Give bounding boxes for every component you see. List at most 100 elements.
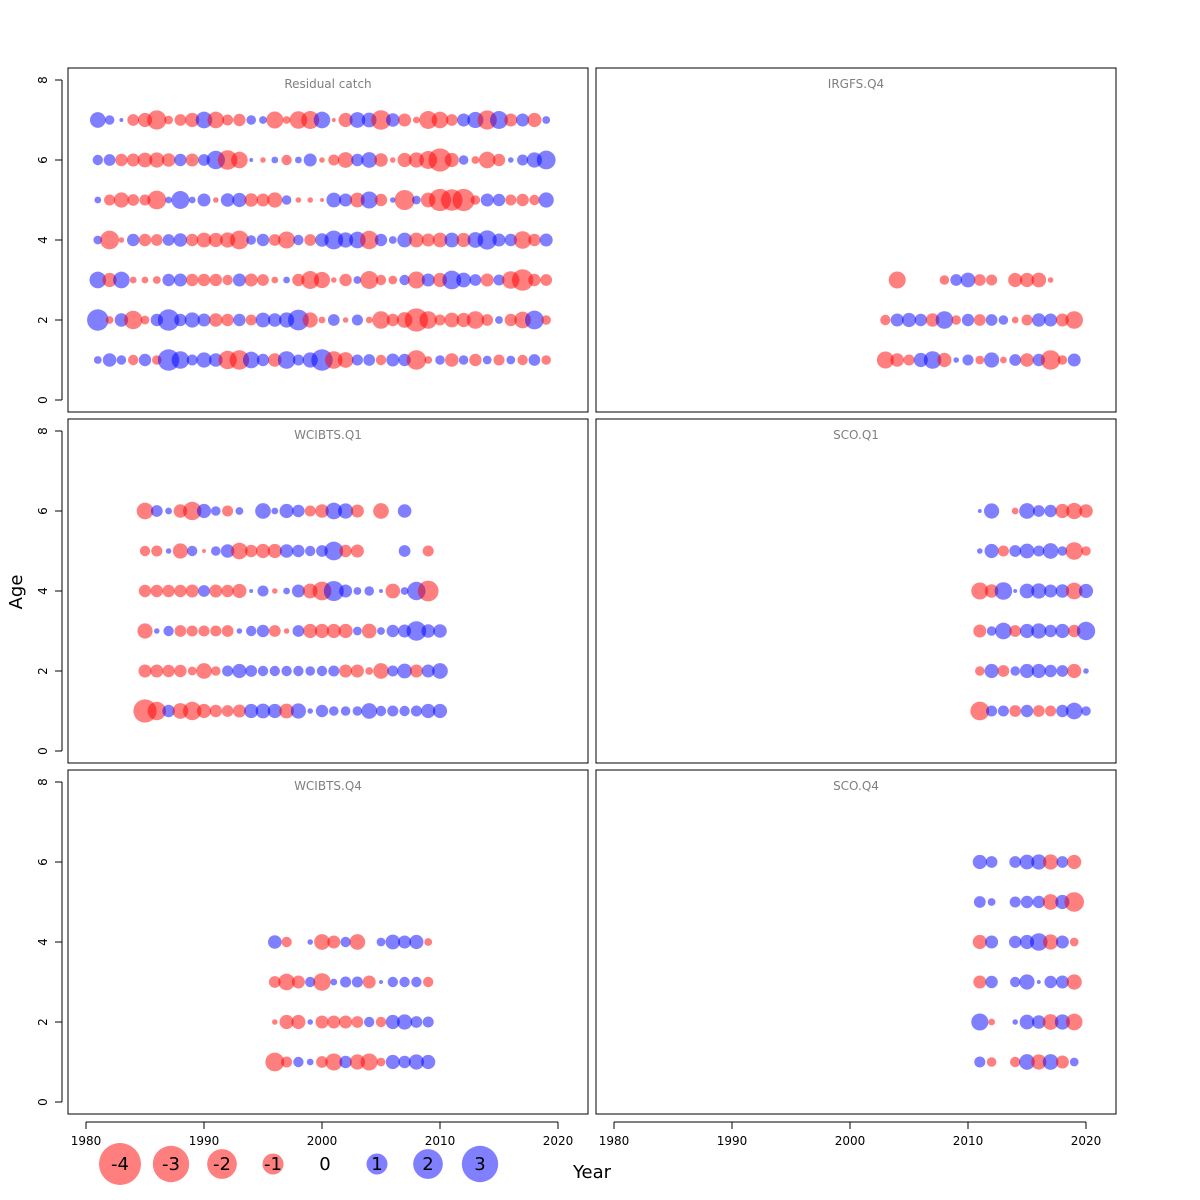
- residual-bubble: [493, 274, 505, 286]
- residual-bubble: [985, 314, 998, 326]
- residual-bubble: [232, 663, 247, 679]
- residual-bubble: [399, 976, 410, 988]
- residual-bubble: [268, 234, 281, 246]
- residual-bubble: [249, 158, 254, 162]
- residual-bubble: [231, 542, 248, 560]
- residual-bubble: [876, 351, 894, 369]
- residual-bubble: [279, 544, 294, 558]
- residual-bubble: [1057, 546, 1068, 556]
- residual-bubble: [279, 703, 294, 719]
- residual-bubble: [163, 625, 174, 637]
- residual-bubble: [267, 192, 283, 208]
- y-tick-label: 2: [36, 316, 50, 324]
- residual-bubble: [211, 506, 221, 516]
- residual-bubble: [292, 273, 305, 287]
- residual-bubble: [340, 936, 351, 948]
- residual-bubble: [113, 192, 129, 208]
- residual-bubble: [1013, 589, 1018, 593]
- residual-bubble: [1011, 507, 1019, 515]
- residual-bubble: [492, 193, 506, 207]
- residual-bubble: [278, 231, 296, 249]
- residual-bubble: [342, 317, 349, 323]
- y-axis: 0 2 4 6 8: [36, 76, 63, 404]
- residual-bubble: [1045, 705, 1057, 717]
- residual-bubble: [197, 273, 211, 287]
- residual-bubble: [351, 976, 363, 988]
- residual-bubble: [362, 975, 376, 989]
- residual-bubble: [1055, 935, 1069, 949]
- residual-bubble: [971, 582, 989, 600]
- residual-bubble: [245, 314, 257, 326]
- residual-bubble: [350, 664, 364, 678]
- residual-bubble: [328, 154, 340, 166]
- residual-bubble: [323, 581, 344, 601]
- residual-bubble: [339, 584, 353, 598]
- residual-bubble: [255, 703, 271, 719]
- residual-bubble: [1055, 975, 1069, 989]
- residual-bubble: [198, 585, 210, 597]
- residual-bubble: [325, 351, 343, 369]
- residual-bubble: [1036, 980, 1041, 984]
- residual-bubble: [1044, 975, 1057, 989]
- residual-bubble: [469, 353, 482, 367]
- residual-bubble: [244, 703, 259, 719]
- residual-bubble: [1044, 664, 1057, 678]
- residual-bubble: [104, 115, 115, 125]
- residual-bubble: [480, 273, 494, 287]
- residual-bubble: [185, 112, 200, 128]
- panel-border: [595, 769, 1117, 1115]
- residual-bubble: [221, 625, 234, 637]
- residual-bubble: [127, 194, 140, 206]
- legend-label: 3: [474, 1154, 485, 1175]
- residual-bubble: [140, 315, 150, 325]
- residual-bubble: [394, 190, 415, 210]
- residual-bubble: [890, 313, 904, 327]
- residual-bubble: [221, 584, 234, 598]
- y-tick-label: 2: [36, 1018, 50, 1026]
- residual-bubble: [137, 623, 153, 639]
- residual-bubble: [363, 354, 376, 366]
- residual-bubble: [397, 152, 412, 168]
- legend-bubble: [152, 1145, 190, 1183]
- residual-bubble: [283, 628, 290, 634]
- residual-bubble: [505, 194, 517, 206]
- residual-bubble: [255, 503, 271, 519]
- residual-bubble: [149, 152, 165, 168]
- panel-title: Residual catch: [284, 77, 371, 91]
- residual-bubble: [316, 665, 328, 677]
- residual-bubble: [973, 274, 986, 286]
- residual-bubble: [271, 507, 279, 515]
- legend-bubble: [413, 1149, 443, 1179]
- residual-bubble: [293, 665, 304, 677]
- residual-bubble: [171, 191, 190, 209]
- residual-bubble: [184, 312, 200, 328]
- residual-bubble: [410, 1016, 423, 1028]
- y-tick-label: 8: [36, 76, 50, 84]
- residual-bubble: [1083, 668, 1089, 674]
- residual-bubble: [538, 192, 554, 208]
- residual-bubble: [1078, 583, 1094, 599]
- residual-bubble: [295, 156, 302, 164]
- residual-bubble: [424, 938, 433, 946]
- residual-bubble: [421, 1054, 436, 1070]
- legend-bubble: [207, 1149, 237, 1179]
- residual-bubble: [305, 666, 316, 676]
- residual-bubble: [481, 314, 494, 326]
- residual-bubble: [326, 192, 342, 208]
- residual-bubble: [987, 898, 996, 906]
- residual-bubble: [880, 314, 891, 326]
- residual-bubble: [291, 584, 305, 598]
- residual-bubble: [118, 237, 125, 243]
- residual-bubble: [255, 543, 271, 559]
- residual-bubble: [971, 1013, 989, 1031]
- residual-bubble: [305, 545, 316, 557]
- residual-bubble: [349, 112, 366, 128]
- residual-bubble: [138, 233, 152, 247]
- residual-bubble: [271, 276, 279, 284]
- residual-bubble: [306, 1058, 314, 1066]
- residual-bubble: [1011, 316, 1019, 324]
- residual-bubble: [267, 543, 282, 559]
- residual-bubble: [326, 623, 341, 639]
- residual-bubble: [1055, 584, 1070, 598]
- residual-bubble: [444, 152, 459, 168]
